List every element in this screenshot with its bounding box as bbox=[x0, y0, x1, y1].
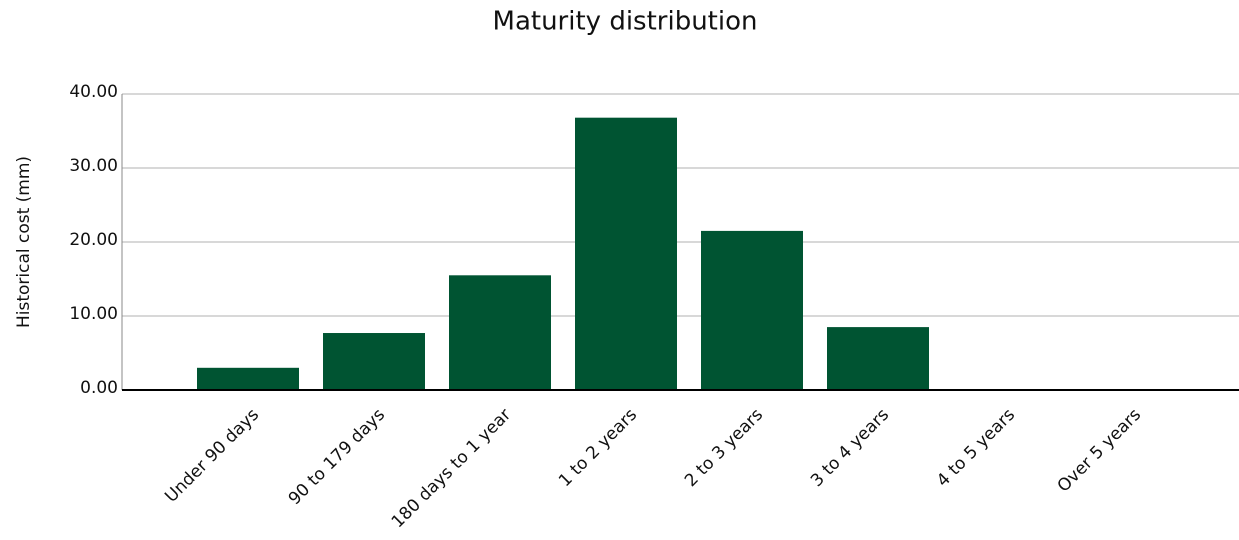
x-tick-label: 90 to 179 days bbox=[285, 405, 389, 509]
x-tick-label: Over 5 years bbox=[1054, 405, 1146, 497]
bar bbox=[575, 117, 677, 391]
bar bbox=[197, 367, 299, 390]
y-tick-label: 20.00 bbox=[69, 230, 118, 250]
x-tick-label: 1 to 2 years bbox=[555, 405, 641, 491]
x-tick-label: 2 to 3 years bbox=[681, 405, 767, 491]
bar bbox=[701, 230, 803, 390]
x-tick-label: 180 days to 1 year bbox=[388, 405, 515, 532]
x-tick-label: 4 to 5 years bbox=[933, 405, 1019, 491]
y-tick-label: 40.00 bbox=[69, 82, 118, 102]
y-tick-label: 0.00 bbox=[80, 378, 118, 398]
bar bbox=[827, 327, 929, 390]
bar bbox=[323, 333, 425, 390]
y-axis-title: Historical cost (mm) bbox=[14, 156, 34, 328]
y-tick-label: 30.00 bbox=[69, 156, 118, 176]
y-tick-label: 10.00 bbox=[69, 304, 118, 324]
x-tick-label: Under 90 days bbox=[161, 405, 263, 507]
chart-title: Maturity distribution bbox=[493, 7, 758, 37]
bar bbox=[449, 275, 551, 390]
x-tick-label: 3 to 4 years bbox=[807, 405, 893, 491]
